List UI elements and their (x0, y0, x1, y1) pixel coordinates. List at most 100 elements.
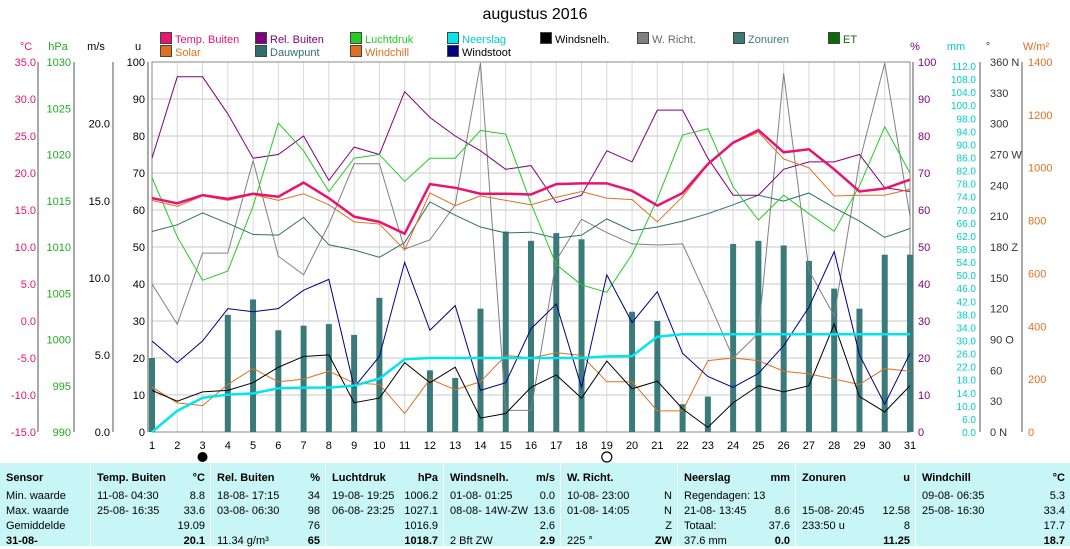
pct-axis-tick-label: 0 (918, 427, 924, 439)
table-cell-info: 37.6 mm (684, 535, 727, 547)
table-cell: 1016.9 (332, 520, 438, 534)
sunshine-bar (325, 324, 332, 432)
deg-axis-tick-label: 300 (990, 119, 1008, 131)
windstoot-line (151, 250, 911, 406)
table-row-label: Min. waarde (6, 490, 66, 502)
temp-axis-tick-label: 0.0 (21, 316, 36, 328)
windchill-line (151, 131, 911, 251)
hpa-axis-tick-label: 995 (53, 381, 71, 393)
table-cell: Regendagen: 13 (684, 490, 790, 504)
wm2-axis-tick-label: 0 (1028, 427, 1034, 439)
table-cell-info: 18-08- 17:15 (217, 490, 280, 502)
table-column: Temp. Buiten °C 11-08- 04:30 8.8 25-08- 16:3… (90, 463, 211, 547)
table-cell-info: 21-08- 13:45 (684, 505, 747, 517)
x-tick-label: 8 (326, 440, 332, 452)
table-cell-value: 1018.7 (404, 535, 438, 547)
deg-axis-tick-label: 240 (990, 180, 1008, 192)
table-cell-info: 08-08- 14W-ZW (450, 505, 529, 517)
mm-axis-tick-label: 46.0 (957, 284, 977, 295)
deg-axis-unit: ° (986, 41, 990, 53)
table-header-row: Windsnelh. m/s (450, 472, 555, 486)
u-axis-unit: u (135, 41, 141, 53)
mm-axis-tick-label: 90.0 (957, 140, 977, 151)
hpa-axis-tick-label: 1030 (47, 57, 71, 69)
mm-axis-tick-label: 82.0 (957, 167, 977, 178)
pct-axis-tick-label: 60 (918, 205, 930, 217)
w-richt-line (151, 62, 911, 411)
legend-label: Rel. Buiten (270, 34, 324, 46)
legend-swatch (733, 32, 745, 44)
sunshine-bar (452, 378, 459, 432)
legend-item: Windsnelh. (540, 32, 609, 47)
table-cell-value: 0.0 (539, 490, 555, 502)
sunshine-bar (149, 358, 155, 432)
mm-axis-tick-label: 104.0 (951, 88, 976, 99)
new-moon-icon (601, 451, 613, 463)
mm-axis-tick-label: 6.0 (962, 415, 976, 426)
x-tick-label: 9 (351, 440, 357, 452)
mm-axis-tick-label: 10.0 (957, 402, 977, 413)
table-cell-value: 8 (903, 520, 910, 532)
rel-buiten-line (151, 76, 911, 204)
sunshine-bar (856, 308, 863, 432)
table-cell: 233:50 u 8 (802, 520, 910, 534)
table-column: Luchtdruk hPa 19-08- 19:25 1006.2 06-08- 23:… (325, 463, 444, 547)
pct-axis-tick-label: 100 (918, 57, 936, 69)
mm-axis-tick-label: 62.0 (957, 232, 977, 243)
sunshine-bar (502, 231, 509, 432)
x-tick-label: 30 (879, 440, 891, 452)
x-tick-label: 29 (853, 440, 865, 452)
table-cell: 19.09 (97, 520, 205, 534)
sunshine-bar (881, 254, 888, 432)
legend-swatch (828, 32, 840, 44)
x-tick-label: 19 (601, 440, 613, 452)
ms-axis-tick-label: 5.0 (95, 350, 110, 362)
table-cell-value: N (664, 505, 672, 517)
table-cell-info: 10-08- 23:00 (567, 490, 630, 502)
legend-item: ET (828, 32, 857, 47)
mm-axis-tick-label: 86.0 (957, 154, 977, 165)
temp-axis-tick-label: -15.0 (11, 427, 36, 439)
table-row-label: Gemiddelde (6, 520, 66, 532)
u-axis-tick-label: 30 (133, 316, 145, 328)
ms-axis-unit: m/s (87, 41, 105, 53)
table-cell-value: 12.58 (882, 505, 910, 517)
table-cell: Gemiddelde (6, 520, 84, 534)
table-cell: 06-08- 23:25 1027.1 (332, 505, 438, 519)
mm-axis-tick-label: 18.0 (957, 376, 977, 387)
legend-label: Dauwpunt (270, 47, 320, 59)
table-header-name: Neerslag (684, 472, 731, 484)
temp-axis-tick-label: -10.0 (11, 390, 36, 402)
table-cell: 11-08- 04:30 8.8 (97, 490, 205, 504)
sunshine-bar (907, 254, 913, 432)
u-axis-tick-label: 50 (133, 242, 145, 254)
mm-axis-unit: mm (947, 41, 965, 53)
sunshine-bar (780, 245, 787, 432)
mm-axis-tick-label: 0.0 (962, 428, 976, 439)
hpa-axis-tick-label: 1015 (47, 196, 71, 208)
table-cell-value: 8.8 (189, 490, 205, 502)
table-cell-value: ZW (654, 535, 672, 547)
x-tick-label: 4 (225, 440, 231, 452)
x-tick-label: 22 (676, 440, 688, 452)
legend-label: W. Richt. (652, 34, 697, 46)
mm-axis-tick-label: 108.0 (951, 75, 976, 86)
table-cell-value: 8.6 (774, 505, 790, 517)
table-header-name: Sensor (6, 472, 44, 484)
table-cell-value: 1027.1 (404, 505, 438, 517)
hpa-axis-tick-label: 990 (53, 427, 71, 439)
temp-axis-unit: °C (20, 41, 32, 53)
table-header-name: Temp. Buiten (97, 472, 166, 484)
temp-axis-tick-label: 15.0 (15, 205, 36, 217)
mm-axis-tick-label: 66.0 (957, 219, 977, 230)
table-cell-value: N (664, 490, 672, 502)
mm-axis-tick-label: 58.0 (957, 245, 977, 256)
wm2-axis-tick-label: 1400 (1028, 57, 1052, 69)
u-axis-tick-label: 70 (133, 168, 145, 180)
mm-axis-tick-label: 14.0 (957, 389, 977, 400)
wm2-axis-tick-label: 800 (1028, 216, 1046, 228)
x-tick-label: 15 (500, 440, 512, 452)
legend-label: ET (843, 34, 858, 46)
x-tick-label: 3 (199, 440, 205, 452)
table-cell: 11.25 (802, 535, 910, 549)
